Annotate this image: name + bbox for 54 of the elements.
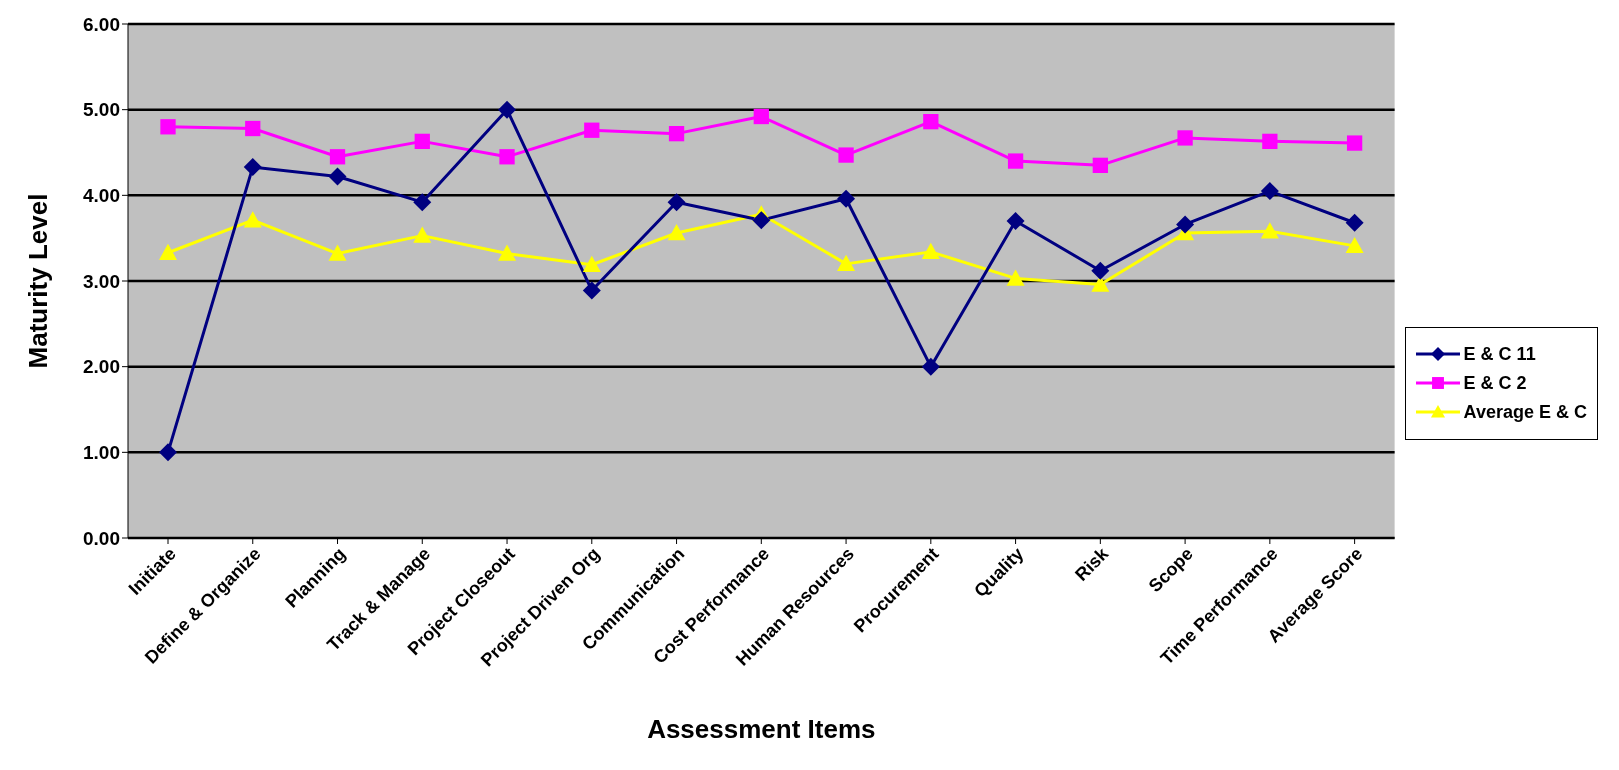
legend-label: E & C 2 xyxy=(1463,372,1527,394)
point xyxy=(1260,222,1279,239)
point xyxy=(159,243,177,260)
y-tick-label: 6.00 xyxy=(83,13,120,35)
point xyxy=(1346,135,1363,151)
point xyxy=(752,211,771,230)
y-tick-label: 5.00 xyxy=(83,99,120,121)
point xyxy=(1177,130,1193,146)
point xyxy=(1260,182,1279,201)
point xyxy=(243,158,262,177)
point xyxy=(413,226,432,243)
legend-label: Average E & C xyxy=(1463,401,1587,423)
point xyxy=(753,108,769,125)
point xyxy=(1091,261,1110,280)
point xyxy=(923,114,939,130)
legend-label: E & C 11 xyxy=(1463,343,1536,365)
point xyxy=(159,443,177,462)
y-tick-label: 3.00 xyxy=(83,270,120,292)
point xyxy=(243,211,262,228)
point xyxy=(499,149,515,165)
point xyxy=(667,224,686,241)
point xyxy=(921,242,940,260)
point xyxy=(160,119,176,135)
y-axis-title: Maturity Level xyxy=(23,193,54,369)
point xyxy=(329,149,346,165)
point xyxy=(498,244,517,261)
point xyxy=(1345,213,1364,232)
y-tick-label: 1.00 xyxy=(83,442,120,464)
point xyxy=(245,120,261,137)
point xyxy=(413,193,432,212)
point xyxy=(1176,215,1195,234)
point xyxy=(582,281,601,300)
point xyxy=(414,133,430,150)
point xyxy=(921,357,940,376)
point xyxy=(328,244,347,261)
y-tick-label: 2.00 xyxy=(83,356,120,378)
point xyxy=(668,126,685,142)
point xyxy=(1006,212,1025,231)
x-axis-title: Assessment Items xyxy=(647,714,876,744)
point xyxy=(667,193,686,212)
point xyxy=(582,255,601,272)
point xyxy=(1007,153,1024,169)
y-tick-label: 4.00 xyxy=(83,185,120,207)
point xyxy=(1345,236,1364,254)
point xyxy=(498,100,517,119)
point xyxy=(838,147,854,163)
point xyxy=(837,254,856,272)
point xyxy=(584,122,600,138)
point xyxy=(1262,133,1278,150)
y-tick-label: 0.00 xyxy=(83,527,120,549)
point xyxy=(328,167,347,186)
point xyxy=(837,189,856,208)
point xyxy=(1006,269,1025,286)
point xyxy=(1092,157,1108,173)
